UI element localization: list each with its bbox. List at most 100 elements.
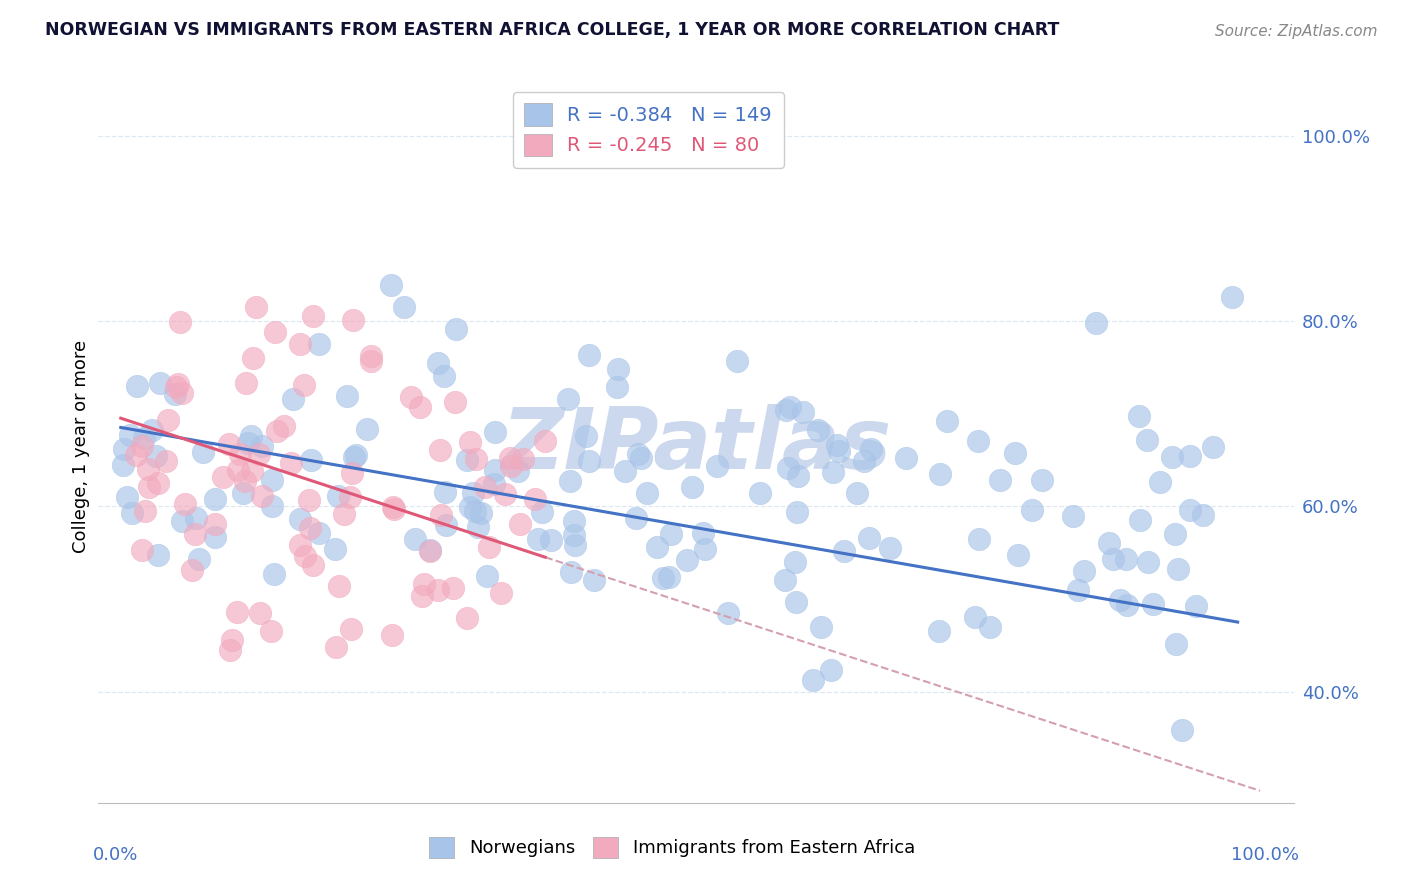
Text: NORWEGIAN VS IMMIGRANTS FROM EASTERN AFRICA COLLEGE, 1 YEAR OR MORE CORRELATION : NORWEGIAN VS IMMIGRANTS FROM EASTERN AFR… — [45, 21, 1059, 39]
Point — [211, 469, 233, 483]
Point — [624, 511, 647, 525]
Point — [229, 447, 252, 461]
Point — [846, 485, 869, 500]
Point — [583, 573, 606, 587]
Point — [967, 434, 990, 448]
Point — [1164, 527, 1187, 541]
Point — [204, 530, 226, 544]
Point — [163, 387, 186, 401]
Point — [187, 551, 209, 566]
Point — [434, 518, 457, 533]
Point — [167, 376, 190, 391]
Point — [1115, 598, 1137, 612]
Point — [125, 448, 148, 462]
Point — [456, 453, 478, 467]
Point — [112, 442, 135, 456]
Point — [775, 573, 797, 587]
Point — [280, 456, 302, 470]
Point — [218, 436, 240, 450]
Point — [936, 415, 959, 429]
Point — [1185, 599, 1208, 614]
Point — [247, 447, 270, 461]
Point — [134, 504, 156, 518]
Text: 100.0%: 100.0% — [1232, 846, 1299, 863]
Point — [474, 480, 496, 494]
Point — [145, 449, 167, 463]
Point — [236, 435, 259, 450]
Point — [342, 312, 364, 326]
Point — [342, 466, 364, 480]
Point — [692, 525, 714, 540]
Point — [328, 579, 350, 593]
Point — [859, 442, 882, 456]
Point — [801, 673, 824, 687]
Point — [524, 492, 547, 507]
Point — [810, 620, 832, 634]
Point — [967, 532, 990, 546]
Point — [651, 571, 673, 585]
Point — [821, 465, 844, 479]
Point — [456, 610, 478, 624]
Point — [308, 526, 330, 541]
Point — [429, 508, 451, 522]
Point — [228, 462, 250, 476]
Point — [482, 476, 505, 491]
Point — [132, 431, 155, 445]
Point — [1137, 556, 1160, 570]
Point — [328, 489, 350, 503]
Point — [1067, 582, 1090, 597]
Point — [613, 464, 636, 478]
Point — [659, 527, 682, 541]
Point — [470, 507, 492, 521]
Point — [1191, 508, 1213, 522]
Legend: Norwegians, Immigrants from Eastern Africa: Norwegians, Immigrants from Eastern Afri… — [422, 830, 922, 865]
Point — [413, 577, 436, 591]
Point — [531, 505, 554, 519]
Point — [404, 532, 426, 546]
Point — [298, 521, 321, 535]
Point — [706, 458, 728, 473]
Point — [484, 425, 506, 440]
Point — [157, 412, 180, 426]
Point — [605, 380, 627, 394]
Point — [360, 349, 382, 363]
Point — [444, 395, 467, 409]
Text: 0.0%: 0.0% — [93, 846, 138, 863]
Point — [1102, 551, 1125, 566]
Text: ZIPatlas: ZIPatlas — [501, 404, 891, 488]
Point — [191, 444, 214, 458]
Point — [308, 337, 330, 351]
Point — [717, 606, 740, 620]
Point — [444, 322, 467, 336]
Point — [184, 527, 207, 541]
Point — [775, 402, 797, 417]
Point — [560, 565, 582, 579]
Point — [356, 422, 378, 436]
Point — [562, 515, 585, 529]
Point — [138, 480, 160, 494]
Point — [506, 464, 529, 478]
Point — [463, 485, 485, 500]
Point — [1178, 503, 1201, 517]
Point — [344, 448, 367, 462]
Point — [979, 619, 1001, 633]
Point — [1021, 503, 1043, 517]
Point — [225, 605, 247, 619]
Point — [264, 325, 287, 339]
Point — [174, 497, 197, 511]
Point — [136, 461, 159, 475]
Point — [1149, 475, 1171, 490]
Point — [146, 548, 169, 562]
Point — [382, 500, 405, 514]
Point — [149, 376, 172, 390]
Point — [464, 452, 486, 467]
Point — [146, 476, 169, 491]
Point — [1136, 434, 1159, 448]
Point — [928, 624, 950, 639]
Point — [1098, 536, 1121, 550]
Point — [121, 506, 143, 520]
Point — [509, 517, 531, 532]
Point — [339, 491, 361, 505]
Point — [681, 480, 703, 494]
Point — [409, 400, 432, 414]
